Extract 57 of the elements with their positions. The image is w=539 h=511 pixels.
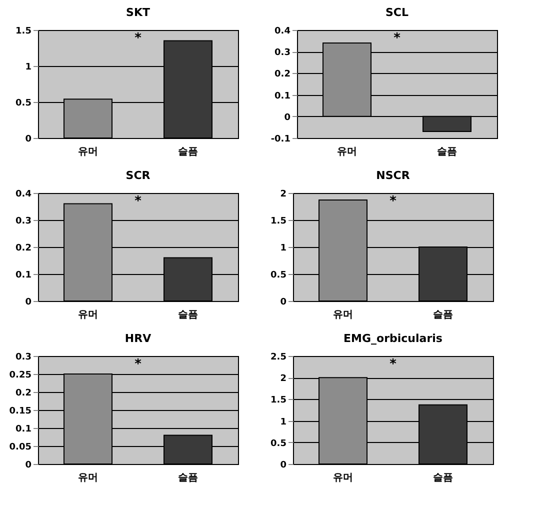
y-tick-label: 0.2 bbox=[16, 388, 32, 398]
y-tick-label: 2.5 bbox=[270, 352, 286, 362]
y-tick-label: 0.4 bbox=[16, 190, 32, 200]
y-tick-label: 1 bbox=[280, 417, 286, 428]
y-tick-label: 0.1 bbox=[274, 91, 290, 102]
chart-title: SCL bbox=[385, 6, 409, 19]
chart-title: HRV bbox=[124, 332, 152, 345]
y-tick-label: 0 bbox=[284, 112, 290, 123]
x-tick-label: 유머 bbox=[78, 146, 98, 158]
annotation: * bbox=[390, 194, 397, 209]
y-tick-label: 0.3 bbox=[16, 216, 32, 226]
x-tick-label: 유머 bbox=[337, 146, 357, 158]
x-tick-label: 슬픔 bbox=[437, 146, 457, 158]
y-tick-label: 0.3 bbox=[274, 48, 290, 58]
x-tick-label: 유머 bbox=[78, 472, 98, 484]
x-tick-label: 슬픔 bbox=[433, 310, 453, 320]
y-tick-label: 0.5 bbox=[270, 270, 286, 280]
chart-title: SKT bbox=[126, 6, 150, 19]
chart-title: EMG_orbicularis bbox=[344, 332, 443, 345]
x-tick-label: 슬픔 bbox=[178, 310, 198, 320]
x-tick-label: 유머 bbox=[333, 472, 353, 484]
y-tick-label: 0 bbox=[25, 298, 32, 308]
y-tick-label: 0 bbox=[25, 460, 32, 470]
y-tick-label: 0.1 bbox=[16, 424, 32, 434]
y-tick-label: 2 bbox=[280, 374, 286, 384]
chart-title: NSCR bbox=[376, 169, 410, 182]
annotation: * bbox=[390, 357, 397, 372]
y-tick-label: 0 bbox=[280, 460, 286, 470]
annotation: * bbox=[394, 31, 401, 46]
annotation: * bbox=[134, 194, 142, 209]
y-tick-label: 0.4 bbox=[274, 26, 290, 36]
x-tick-label: 유머 bbox=[333, 310, 353, 320]
y-tick-label: 1 bbox=[25, 62, 32, 72]
y-tick-label: 0 bbox=[25, 134, 32, 144]
y-tick-label: 0.25 bbox=[9, 370, 32, 380]
y-tick-label: 0.3 bbox=[16, 352, 32, 362]
annotation: * bbox=[134, 31, 142, 46]
y-tick-label: 1.5 bbox=[16, 26, 32, 36]
y-tick-label: 0.1 bbox=[16, 270, 32, 280]
y-tick-label: 1.5 bbox=[270, 396, 286, 406]
annotation: * bbox=[134, 357, 142, 372]
y-tick-label: 0.05 bbox=[9, 442, 32, 452]
y-tick-label: 0.2 bbox=[274, 70, 290, 80]
x-tick-label: 슬픔 bbox=[178, 146, 198, 158]
y-tick-label: 1 bbox=[280, 244, 286, 254]
y-tick-label: 1.5 bbox=[270, 216, 286, 226]
x-tick-label: 유머 bbox=[78, 310, 98, 320]
x-tick-label: 슬픔 bbox=[433, 472, 453, 484]
x-tick-label: 슬픔 bbox=[178, 472, 198, 484]
y-tick-label: 2 bbox=[280, 190, 286, 200]
chart-title: SCR bbox=[126, 169, 151, 182]
y-tick-label: 0 bbox=[280, 298, 286, 308]
y-tick-label: 0.2 bbox=[16, 244, 32, 254]
y-tick-label: 0.15 bbox=[9, 406, 32, 416]
y-tick-label: 0.5 bbox=[270, 438, 286, 449]
y-tick-label: 0.5 bbox=[16, 98, 32, 108]
y-tick-label: -0.1 bbox=[270, 134, 290, 144]
